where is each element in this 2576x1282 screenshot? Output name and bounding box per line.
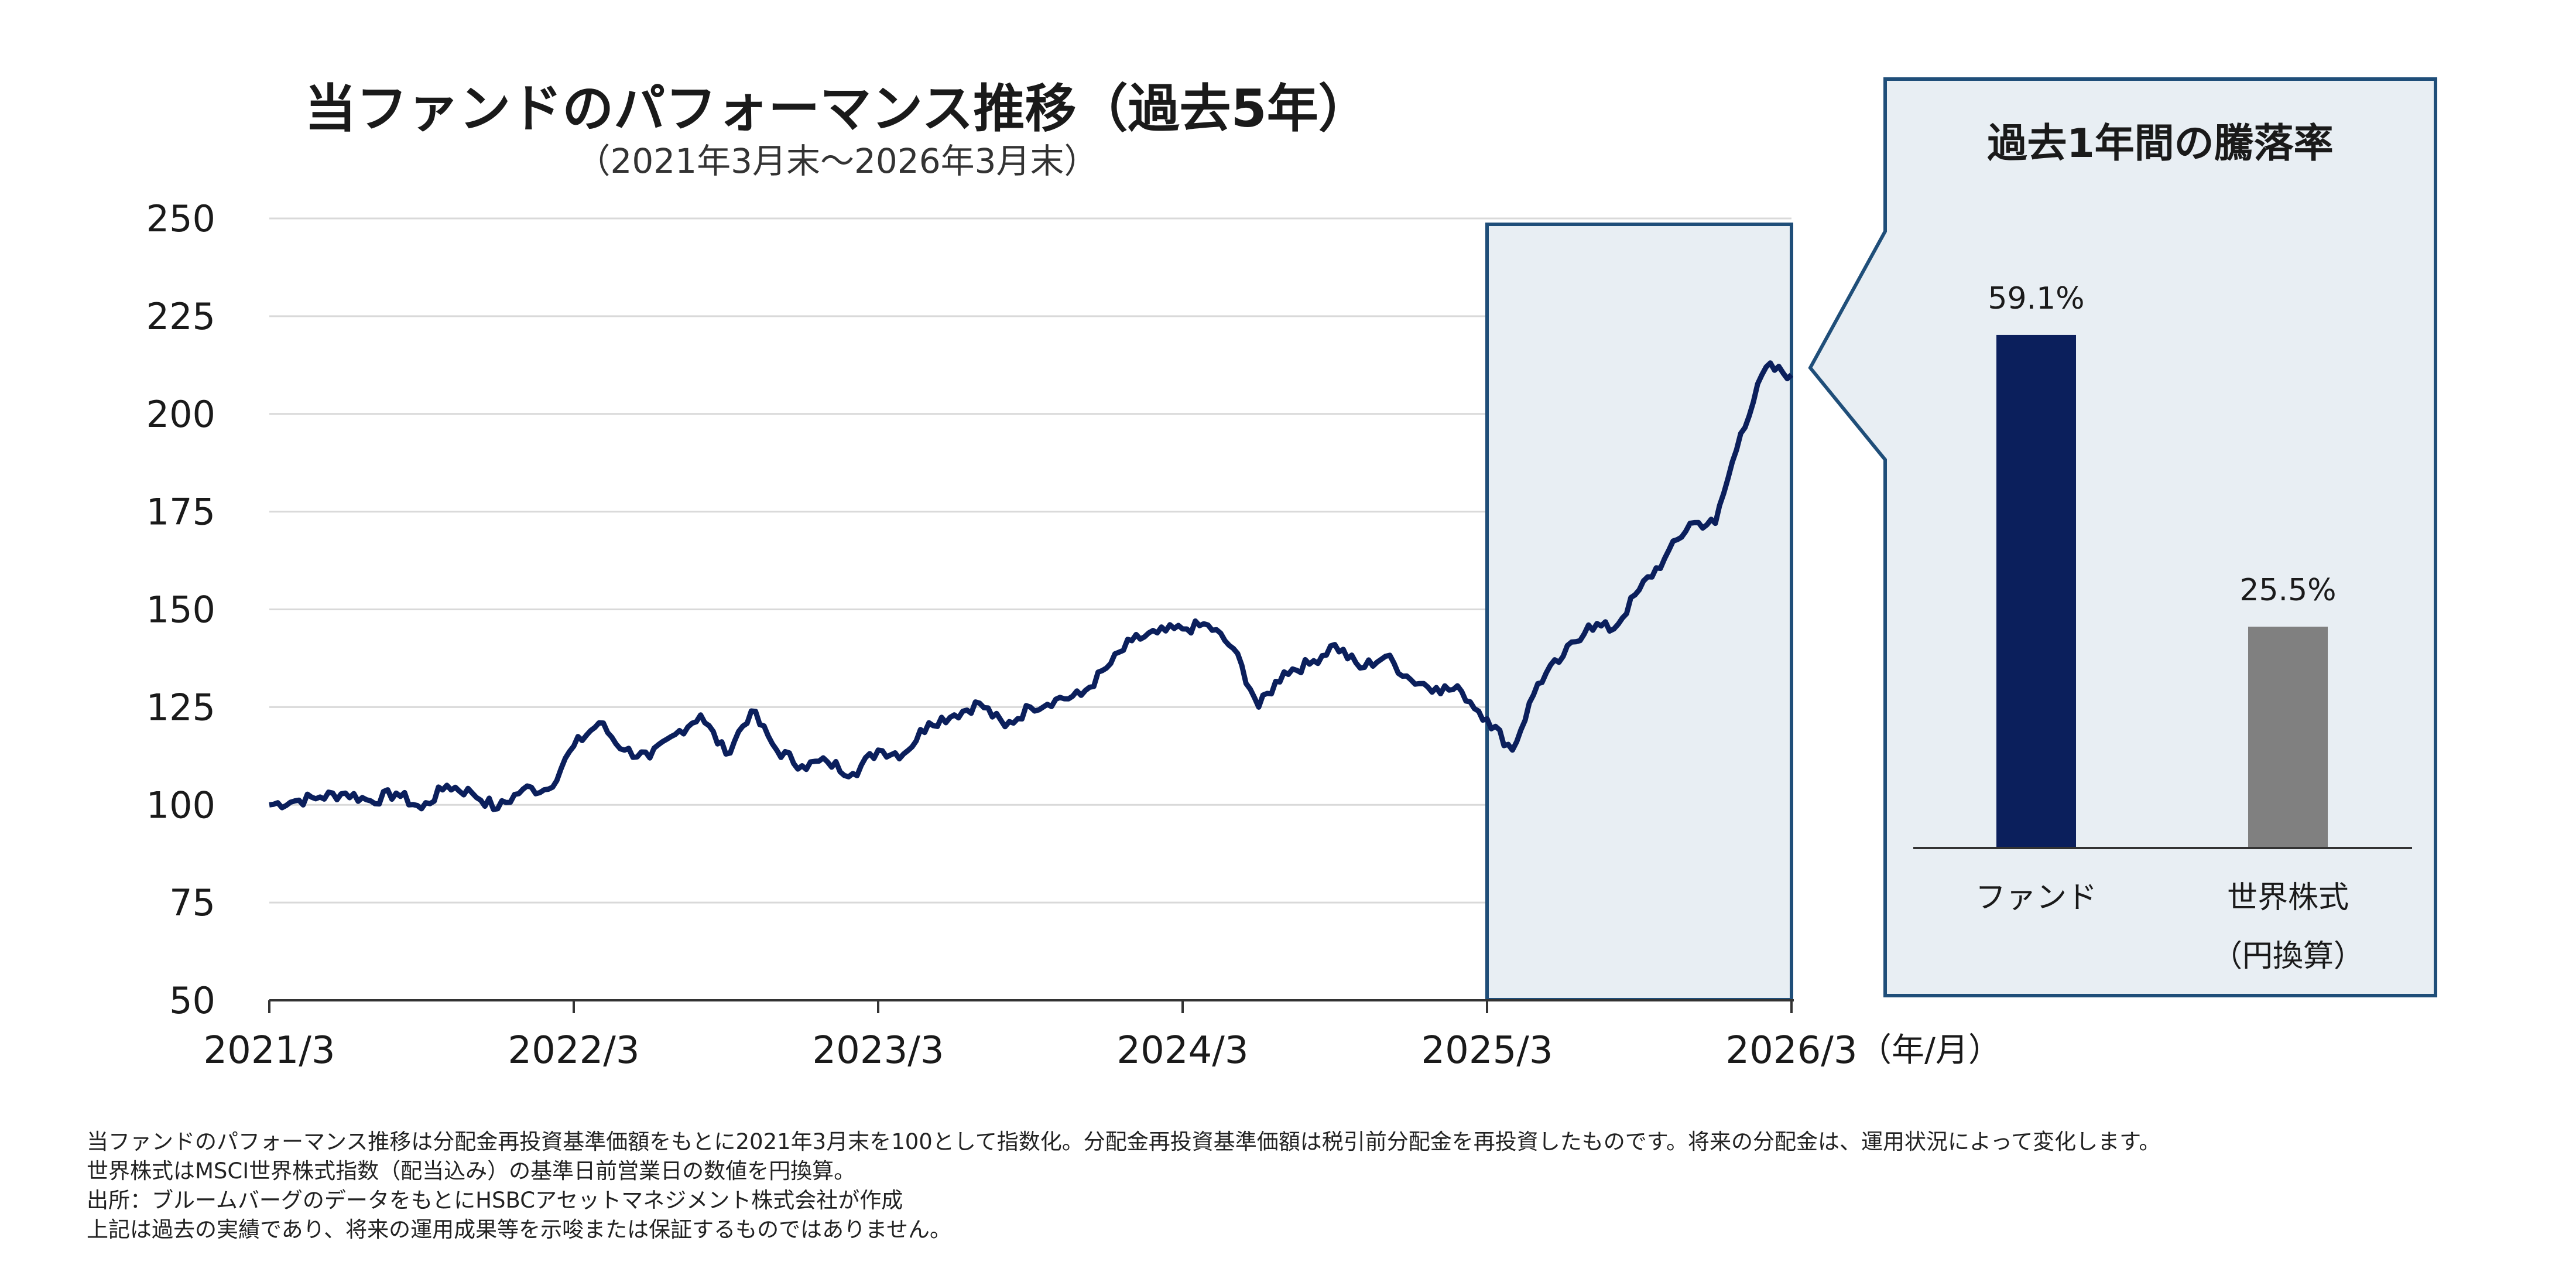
- y-tick-label: 175: [146, 491, 215, 534]
- x-axis-unit-label: （年/月）: [1859, 1031, 2001, 1069]
- series-line-fund: [269, 360, 1794, 812]
- x-tick-label: 2023/3: [812, 1029, 944, 1072]
- y-tick-label: 225: [146, 295, 215, 338]
- inset-bar-value-label: 25.5%: [2239, 573, 2336, 608]
- inset-callout: 過去1年間の騰落率 59.1% ファンド 25.5% 世界株式 （円換算）: [1808, 77, 2437, 997]
- y-tick-label: 100: [146, 784, 215, 826]
- chart-title: 当ファンドのパフォーマンス推移（過去5年）: [304, 78, 1370, 139]
- y-tick-label: 200: [146, 393, 215, 436]
- axes: [268, 999, 1794, 1013]
- footnote-line: 出所：ブルームバーグのデータをもとにHSBCアセットマネジメント株式会社が作成: [87, 1188, 903, 1213]
- x-tick-label: 2024/3: [1116, 1029, 1248, 1072]
- footnote-line: 当ファンドのパフォーマンス推移は分配金再投資基準価額をもとに2021年3月末を1…: [87, 1129, 2161, 1154]
- y-tick-label: 150: [146, 589, 215, 631]
- footnote-line: 上記は過去の実績であり、将来の運用成果等を示唆または保証するものではありません。: [87, 1217, 952, 1242]
- y-tick-label: 125: [146, 686, 215, 729]
- x-tick-label: 2022/3: [508, 1029, 639, 1072]
- x-tick-labels: 2021/3 2022/3 2023/3 2024/3 2025/3 2026/3: [203, 1029, 1857, 1072]
- inset-title: 過去1年間の騰落率: [1987, 121, 2333, 167]
- inset-bar: [1996, 334, 2076, 848]
- chart-subtitle: （2021年3月末～2026年3月末）: [576, 141, 1098, 181]
- callout-box: [1808, 77, 2437, 997]
- y-tick-label: 50: [169, 979, 215, 1022]
- y-tick-label: 250: [146, 197, 215, 240]
- inset-bar-category-sublabel: （円換算）: [2212, 939, 2364, 974]
- y-tick-labels: 50 75 100 125 150 175 200 225 250: [146, 197, 215, 1022]
- inset-bar-value-label: 59.1%: [1988, 281, 2084, 316]
- footnote-line: 世界株式はMSCI世界株式指数（配当込み）の基準日前営業日の数値を円換算。: [87, 1158, 856, 1184]
- inset-bar: [2248, 627, 2328, 848]
- x-tick-label: 2025/3: [1421, 1029, 1553, 1072]
- y-tick-label: 75: [169, 881, 215, 924]
- inset-bar-category-label: ファンド: [1975, 880, 2097, 915]
- x-tick-label: 2021/3: [203, 1029, 335, 1072]
- inset-bar-category-label: 世界株式: [2227, 880, 2349, 915]
- highlight-period-box: [1485, 223, 1793, 1001]
- x-tick-label: 2026/3: [1725, 1029, 1857, 1072]
- footnotes: 当ファンドのパフォーマンス推移は分配金再投資基準価額をもとに2021年3月末を1…: [87, 1127, 2160, 1245]
- inset-bars: 59.1% ファンド 25.5% 世界株式 （円換算）: [1975, 281, 2364, 974]
